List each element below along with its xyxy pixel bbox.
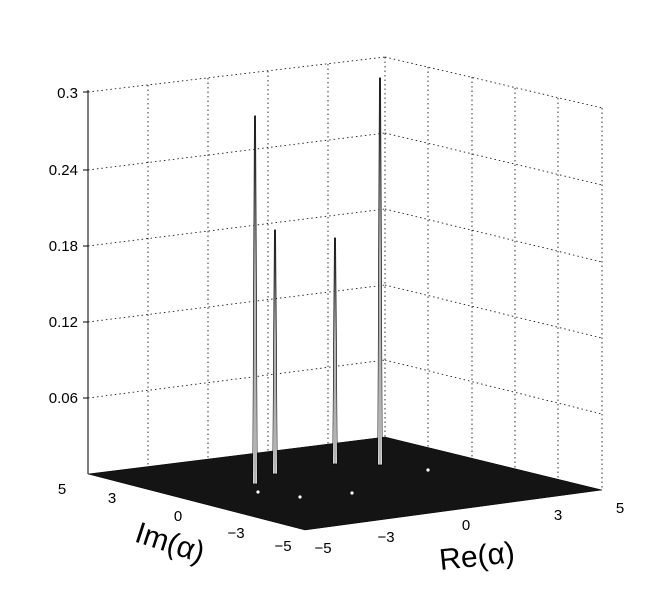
z-tick-label: 0.24 [49, 162, 78, 179]
x-tick-label: 3 [554, 507, 562, 524]
x-tick-label: −3 [377, 529, 394, 546]
z-axis-ticks: 0.06 0.12 0.18 0.24 0.3 [49, 85, 88, 407]
surface-glint [426, 468, 430, 472]
surface-glint [350, 491, 354, 495]
x-tick-label: 5 [616, 500, 624, 517]
surface-floor [87, 436, 603, 531]
grid-lines [87, 56, 603, 490]
z-tick-label: 0.18 [49, 238, 78, 255]
surface-glint [256, 490, 260, 494]
y-tick-label: 0 [174, 508, 182, 525]
y-axis-ticks: 5 3 0 −3 −5 [58, 481, 292, 555]
y-tick-label: 5 [58, 481, 66, 498]
peaks-layer [252, 77, 430, 499]
x-tick-label: 0 [462, 517, 470, 534]
z-tick-label: 0.3 [57, 85, 78, 102]
y-tick-label: 3 [108, 490, 116, 507]
y-tick-label: −3 [227, 525, 244, 542]
z-tick-label: 0.06 [49, 390, 78, 407]
x-axis-title: Re(α) [438, 536, 517, 577]
y-axis-title: Im(α) [131, 516, 208, 569]
z-tick-label: 0.12 [49, 314, 78, 331]
surface-glint [298, 495, 302, 499]
y-tick-label: −5 [274, 538, 291, 555]
x-axis-ticks: −5 −3 0 3 5 [314, 500, 624, 557]
x-tick-label: −5 [314, 540, 331, 557]
